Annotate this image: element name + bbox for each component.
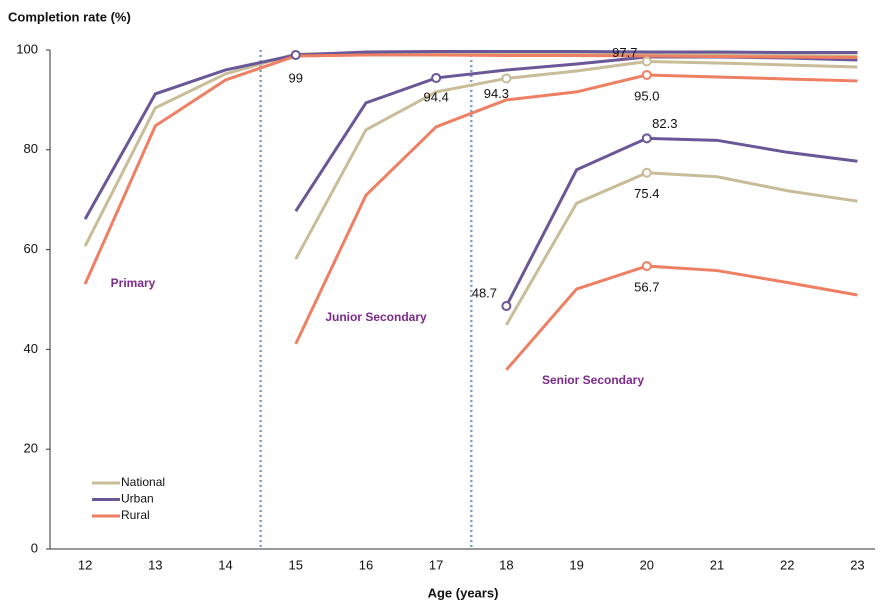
data-point (290, 49, 301, 60)
series-line (83, 53, 858, 285)
y-tick-label: 60 (24, 241, 38, 256)
x-tick-label: 23 (850, 557, 864, 572)
series-line (505, 171, 858, 326)
x-axis-label: Age (years) (428, 585, 499, 600)
series-line (505, 136, 858, 307)
data-label: 75.4 (634, 186, 659, 201)
y-tick-label: 20 (24, 441, 38, 456)
x-tick-label: 15 (289, 557, 303, 572)
legend-label: Rural (121, 508, 150, 522)
data-label: 56.7 (634, 280, 659, 295)
x-tick-label: 17 (429, 557, 443, 572)
series-line (505, 264, 858, 371)
y-tick-label: 40 (24, 341, 38, 356)
y-tick-label: 0 (31, 540, 38, 555)
data-point (431, 72, 442, 83)
data-label: 99 (289, 70, 303, 85)
data-label: 94.4 (424, 89, 449, 104)
chart-title: Completion rate (%) (8, 9, 131, 24)
data-point (641, 261, 652, 272)
x-tick-label: 14 (218, 557, 232, 572)
series-line (294, 73, 858, 345)
data-label: 95.0 (634, 88, 659, 103)
data-label: 82.3 (652, 116, 677, 131)
y-tick-label: 100 (16, 41, 38, 56)
x-tick-label: 18 (499, 557, 513, 572)
data-point (641, 69, 652, 80)
series-line (83, 49, 858, 220)
legend-label: Urban (121, 492, 154, 506)
series-line (294, 59, 858, 260)
data-point (501, 73, 512, 84)
series-line (83, 51, 858, 247)
group-label: Primary (111, 276, 156, 290)
x-tick-label: 21 (710, 557, 724, 572)
data-point (501, 300, 512, 311)
x-tick-label: 12 (78, 557, 92, 572)
group-label: Junior Secondary (325, 310, 427, 324)
x-tick-label: 22 (780, 557, 794, 572)
data-label: 94.3 (484, 86, 509, 101)
data-point (641, 167, 652, 178)
x-tick-label: 16 (359, 557, 373, 572)
data-label: 48.7 (472, 285, 497, 300)
data-point (641, 133, 652, 144)
data-point (641, 56, 652, 67)
x-tick-label: 13 (148, 557, 162, 572)
x-tick-label: 20 (640, 557, 654, 572)
x-tick-label: 19 (569, 557, 583, 572)
group-label: Senior Secondary (542, 373, 644, 387)
data-label: 97.7 (612, 45, 637, 60)
y-tick-label: 80 (24, 141, 38, 156)
legend-label: National (121, 475, 165, 489)
